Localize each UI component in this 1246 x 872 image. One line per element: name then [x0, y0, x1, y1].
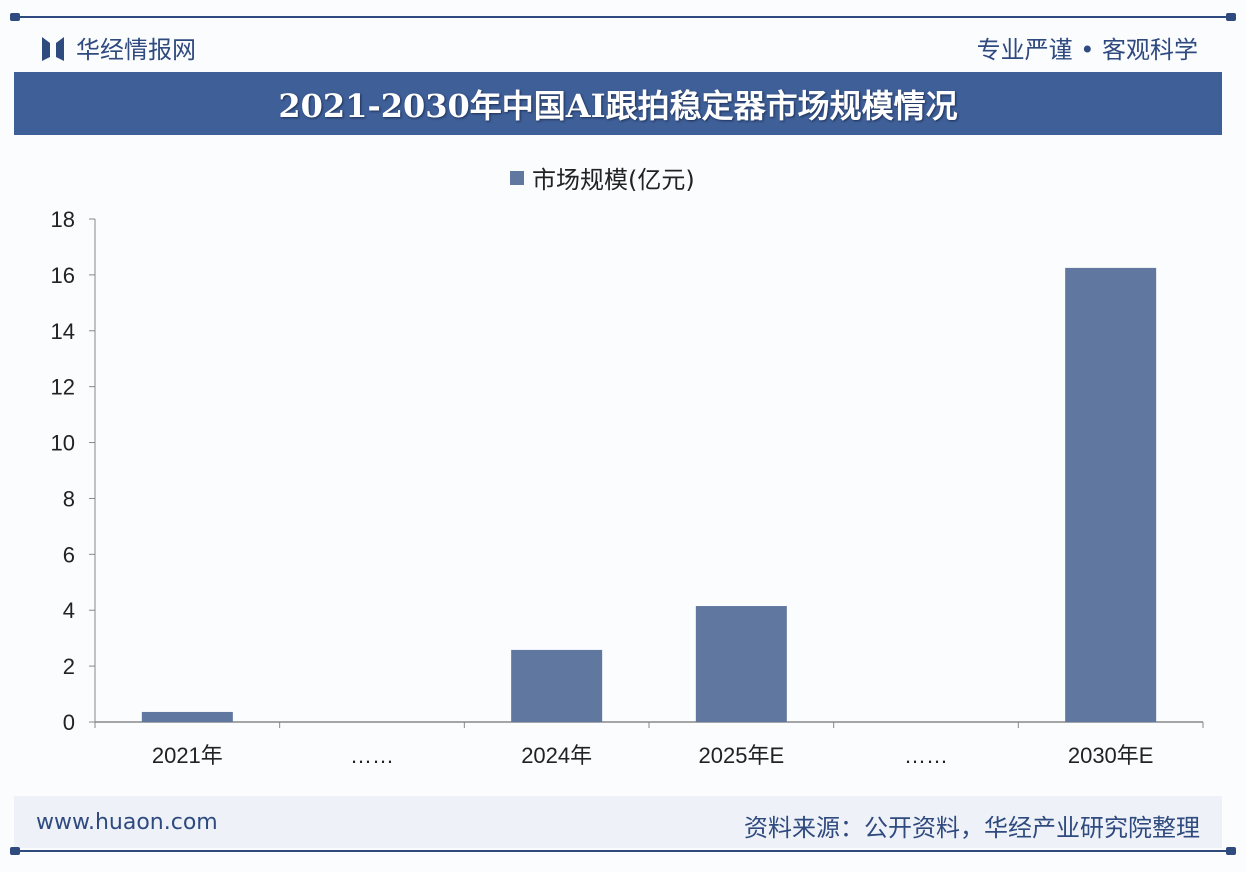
- bar: [695, 606, 787, 722]
- legend-swatch: [510, 170, 524, 185]
- bar: [1065, 267, 1157, 722]
- x-tick-label: 2030年E: [1068, 743, 1154, 768]
- y-tick-label: 6: [63, 542, 75, 567]
- y-tick-label: 2: [63, 654, 75, 679]
- x-tick-label: 2025年E: [699, 743, 785, 768]
- legend: 市场规模(亿元): [510, 160, 695, 195]
- y-tick-label: 12: [51, 375, 75, 400]
- y-tick-label: 4: [63, 598, 75, 623]
- brand-logo-icon: [42, 36, 64, 61]
- x-tick-label: 2024年: [521, 743, 592, 768]
- bar: [141, 711, 233, 722]
- footer-band: [14, 796, 1222, 848]
- x-tick-label: ……: [904, 743, 948, 768]
- legend-label: 市场规模(亿元): [532, 166, 695, 194]
- slogan: 专业严谨 • 客观科学: [976, 36, 1198, 64]
- bar: [511, 649, 603, 722]
- y-tick-label: 10: [51, 431, 75, 456]
- website-link[interactable]: www.huaon.com: [36, 810, 218, 835]
- top-rule: [10, 13, 1236, 21]
- y-tick-label: 0: [63, 710, 75, 735]
- title-banner: 2021-2030年中国AI跟拍稳定器市场规模情况: [14, 72, 1222, 135]
- bottom-rule: [10, 847, 1236, 855]
- chart-title: 2021-2030年中国AI跟拍稳定器市场规模情况: [278, 86, 958, 125]
- x-tick-label: 2021年: [152, 743, 223, 768]
- y-tick-label: 16: [51, 263, 75, 288]
- x-tick-label: ……: [350, 743, 394, 768]
- brand-name: 华经情报网: [76, 36, 196, 64]
- source-note: 资料来源：公开资料，华经产业研究院整理: [744, 814, 1200, 842]
- y-tick-label: 18: [51, 207, 75, 232]
- brand-logo: 华经情报网: [40, 30, 196, 65]
- y-tick-label: 14: [51, 319, 75, 344]
- y-tick-label: 8: [63, 486, 75, 511]
